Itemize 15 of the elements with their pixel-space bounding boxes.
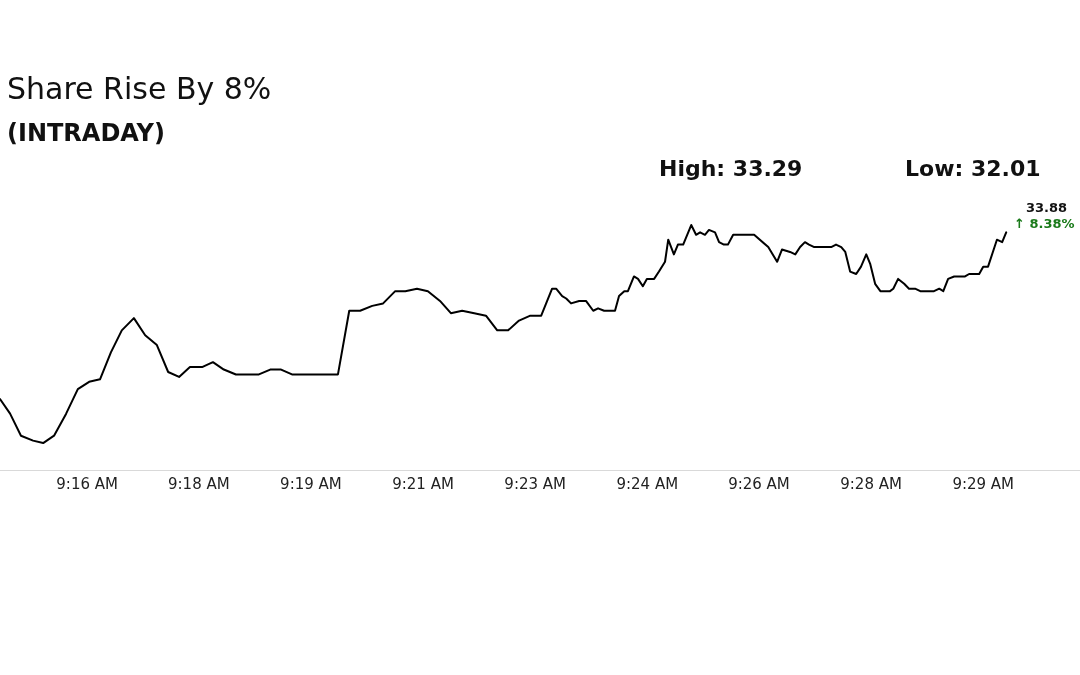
x-tick-label: 9:29 AM <box>952 475 1015 493</box>
x-tick-label: 9:24 AM <box>616 475 679 493</box>
annotation: 33.88 <box>1026 200 1068 215</box>
x-tick-label: 9:19 AM <box>280 475 342 493</box>
x-tick-label: 9:23 AM <box>504 475 566 493</box>
x-tick-label: 9:21 AM <box>392 475 454 493</box>
annotation: ↑ 8.38% <box>1014 216 1075 231</box>
x-tick-label: 9:18 AM <box>167 475 230 493</box>
x-tick-label: 9:28 AM <box>840 475 902 493</box>
text: Low: 32.01 <box>905 156 1041 181</box>
chart-title: Share Rise By 8% <box>7 71 272 106</box>
x-tick-label: 9:16 AM <box>56 475 118 493</box>
chart-subtitle: (INTRADAY) <box>7 119 165 147</box>
text: High: 33.29 <box>659 156 803 181</box>
x-tick-label: 9:26 AM <box>728 475 790 493</box>
